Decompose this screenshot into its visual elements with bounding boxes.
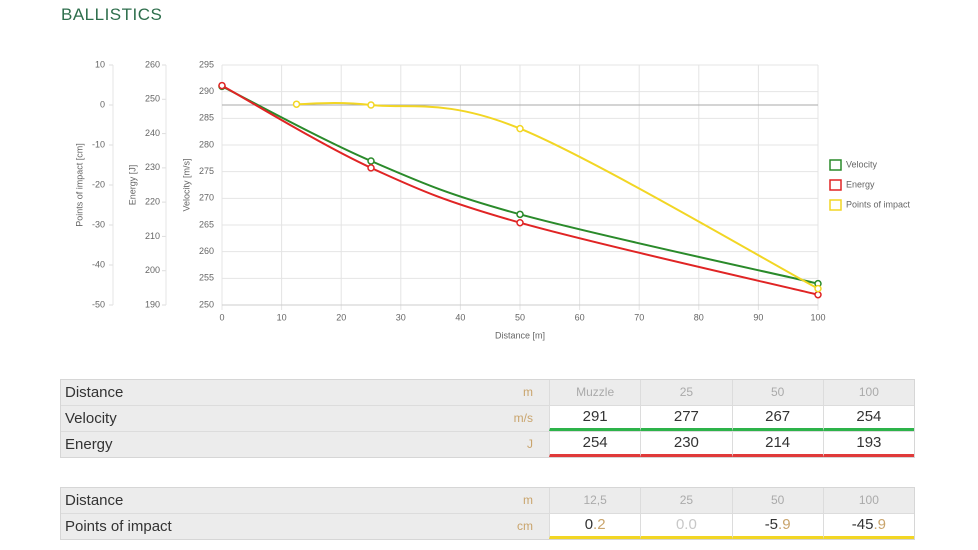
y2-tick-label: 260 bbox=[145, 59, 160, 69]
data-point bbox=[367, 157, 375, 165]
row-unit: J bbox=[527, 437, 533, 451]
row-unit: m bbox=[523, 385, 533, 399]
table-row: Distance m Muzzle 25 50 100 bbox=[61, 380, 914, 406]
row-label: Distance bbox=[65, 492, 124, 509]
y2-tick-label: 250 bbox=[145, 94, 160, 104]
value-cell: 12,5 bbox=[549, 488, 640, 513]
value-cell: 291 bbox=[549, 406, 641, 431]
y-tick-label: 290 bbox=[199, 86, 214, 96]
value-cell: 100 bbox=[822, 488, 914, 513]
x-tick-label: 50 bbox=[515, 312, 525, 322]
y-tick-label: 295 bbox=[199, 59, 214, 69]
x-tick-label: 100 bbox=[810, 312, 825, 322]
series-line bbox=[221, 84, 819, 296]
y3-tick-label: -10 bbox=[92, 139, 105, 149]
y-tick-label: 285 bbox=[199, 113, 214, 123]
row-label: Points of impact bbox=[65, 518, 172, 535]
axis-title: Points of impact [cm] bbox=[74, 143, 84, 227]
value-cell: -45.9 bbox=[822, 514, 914, 539]
legend-label: Velocity bbox=[846, 159, 878, 169]
row-label: Distance bbox=[65, 384, 124, 401]
data-point bbox=[814, 290, 822, 299]
axis-title: Energy [J] bbox=[127, 165, 137, 206]
x-tick-label: 90 bbox=[753, 312, 763, 322]
data-point bbox=[516, 124, 524, 133]
value-cell: 50 bbox=[731, 488, 823, 513]
data-point bbox=[218, 81, 226, 90]
y-tick-label: 270 bbox=[199, 193, 214, 203]
y3-tick-label: 0 bbox=[100, 99, 105, 109]
value-cell: 25 bbox=[640, 488, 731, 513]
data-point bbox=[292, 100, 301, 108]
value-cell: 254 bbox=[822, 406, 914, 431]
data-point bbox=[367, 101, 375, 109]
y3-tick-label: -30 bbox=[92, 219, 105, 229]
data-point bbox=[367, 164, 375, 172]
y2-tick-label: 210 bbox=[145, 231, 160, 241]
y2-tick-label: 240 bbox=[145, 128, 160, 138]
y-tick-label: 275 bbox=[199, 166, 214, 176]
data-point bbox=[516, 218, 524, 227]
table: Distance m Muzzle 25 50 100 Velocity m/s 291 277 2… bbox=[60, 379, 915, 458]
value-cell: 25 bbox=[640, 380, 731, 405]
series-line bbox=[221, 85, 819, 285]
row-unit: m/s bbox=[513, 411, 533, 425]
x-tick-label: 70 bbox=[634, 312, 644, 322]
data-point bbox=[814, 284, 822, 293]
y3-tick-label: -40 bbox=[92, 259, 105, 269]
x-tick-label: 10 bbox=[277, 312, 287, 322]
section-title: BALLISTICS bbox=[61, 5, 163, 24]
row-label: Energy bbox=[65, 436, 113, 453]
legend-label: Energy bbox=[846, 179, 875, 189]
value-cell: 267 bbox=[731, 406, 823, 431]
value-cell: 230 bbox=[640, 432, 732, 457]
value-cell: 50 bbox=[731, 380, 823, 405]
x-tick-label: 40 bbox=[455, 312, 465, 322]
legend-label: Points of impact bbox=[846, 199, 911, 209]
series-line bbox=[296, 102, 819, 290]
data-point bbox=[516, 210, 524, 219]
x-tick-label: 0 bbox=[219, 312, 224, 322]
y3-tick-label: -50 bbox=[92, 299, 105, 309]
axis-title: Distance [m] bbox=[495, 330, 545, 340]
value-cell: 254 bbox=[549, 432, 641, 457]
value-cell: 0.2 bbox=[549, 514, 641, 539]
y-tick-label: 255 bbox=[199, 273, 214, 283]
axis-title: Velocity [m/s] bbox=[181, 158, 191, 211]
legend-swatch bbox=[829, 159, 842, 171]
value-cell: -5.9 bbox=[731, 514, 823, 539]
table: Distance m 12,5 25 50 100 Points of impact cm 0.… bbox=[60, 487, 915, 540]
x-tick-label: 30 bbox=[396, 312, 406, 322]
x-tick-label: 20 bbox=[336, 312, 346, 322]
value-cell: 277 bbox=[640, 406, 732, 431]
legend-swatch bbox=[829, 179, 842, 191]
table-row: Points of impact cm 0.2 0.0 -5.9 -45.9 bbox=[61, 514, 914, 539]
legend-swatch bbox=[829, 199, 842, 211]
table-row: Velocity m/s 291 277 267 254 bbox=[61, 406, 914, 432]
chart: 250 255 260 265 270 275 280 285 290 295 0 10 20 30 40 5… bbox=[74, 59, 911, 340]
row-unit: cm bbox=[517, 519, 533, 533]
y2-tick-label: 220 bbox=[145, 197, 160, 207]
y-tick-label: 260 bbox=[199, 246, 214, 256]
value-cell: 214 bbox=[731, 432, 823, 457]
row-unit: m bbox=[523, 493, 533, 507]
x-tick-label: 60 bbox=[575, 312, 585, 322]
x-tick-label: 80 bbox=[694, 312, 704, 322]
value-cell: 193 bbox=[822, 432, 914, 457]
y2-tick-label: 230 bbox=[145, 162, 160, 172]
y-tick-label: 265 bbox=[199, 219, 214, 229]
value-cell: Muzzle bbox=[549, 380, 640, 405]
y3-tick-label: 10 bbox=[95, 59, 105, 69]
y-tick-label: 250 bbox=[199, 299, 214, 309]
y-tick-label: 280 bbox=[199, 139, 214, 149]
value-cell: 0.0 bbox=[640, 514, 732, 539]
y2-tick-label: 190 bbox=[145, 299, 160, 309]
row-label: Velocity bbox=[65, 410, 117, 427]
y3-tick-label: -20 bbox=[92, 179, 105, 189]
value-cell: 100 bbox=[822, 380, 914, 405]
table-row: Energy J 254 230 214 193 bbox=[61, 432, 914, 457]
table-row: Distance m 12,5 25 50 100 bbox=[61, 488, 914, 514]
y2-tick-label: 200 bbox=[145, 265, 160, 275]
